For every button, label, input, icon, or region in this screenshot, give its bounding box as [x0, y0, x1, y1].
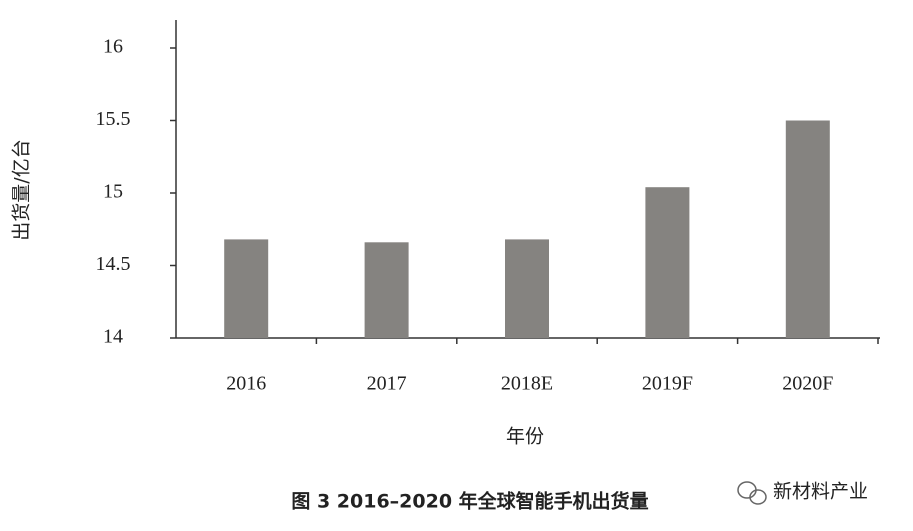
bar — [505, 239, 549, 338]
watermark: 新材料产业 — [773, 481, 868, 503]
x-tick-label: 2019F — [642, 373, 693, 395]
bar — [224, 239, 269, 338]
x-axis-label: 年份 — [506, 426, 544, 448]
y-tick-label: 16 — [103, 36, 123, 58]
chart-title: 图 3 2016–2020 年全球智能手机出货量 — [291, 490, 648, 513]
bar — [785, 120, 830, 338]
y-axis-label: 出货量/亿台 — [11, 139, 33, 240]
y-tick-label: 15.5 — [96, 108, 131, 130]
y-tick-label: 15 — [103, 181, 123, 203]
watermark-icon — [737, 481, 767, 505]
x-tick-label: 2016 — [226, 373, 266, 395]
bar — [645, 187, 690, 338]
y-tick-label: 14 — [103, 326, 123, 348]
x-tick-label: 2018E — [501, 373, 553, 395]
y-tick-label: 14.5 — [96, 253, 131, 275]
x-tick-label: 2020F — [782, 373, 833, 395]
x-tick-label: 2017 — [367, 373, 407, 395]
bar — [364, 242, 409, 338]
